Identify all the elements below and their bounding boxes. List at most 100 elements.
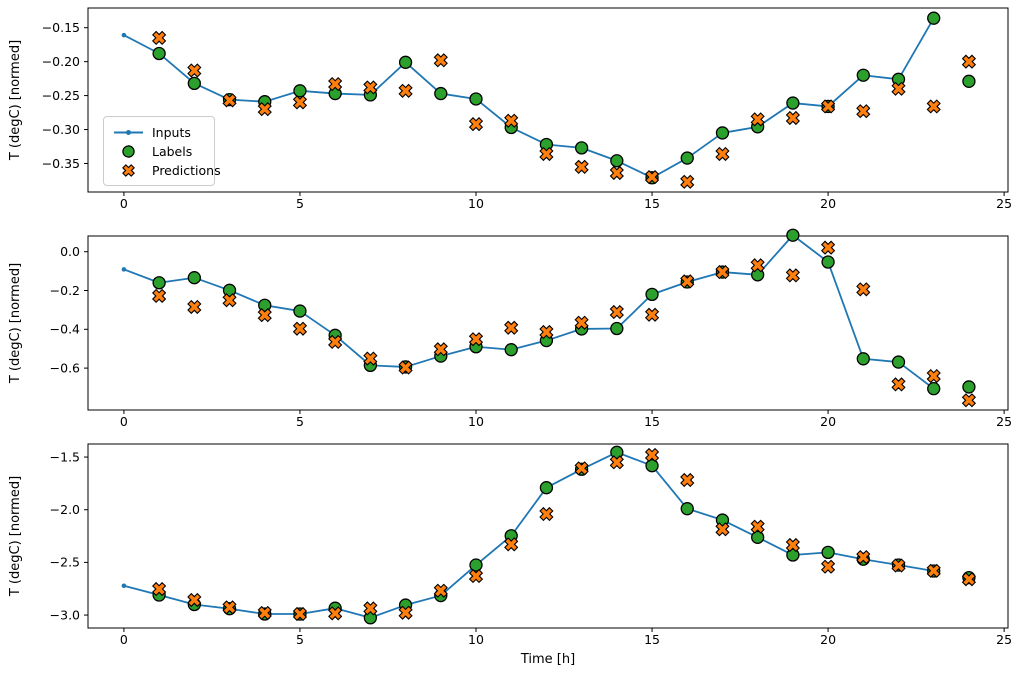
prediction-marker xyxy=(926,563,941,578)
prediction-marker xyxy=(257,102,272,117)
legend-item-inputs: Inputs xyxy=(113,124,204,140)
label-marker xyxy=(574,141,589,155)
y-tick-label: 0.0 xyxy=(60,244,80,259)
x-tick-label: 10 xyxy=(468,196,484,211)
label-marker xyxy=(680,502,694,516)
prediction-marker xyxy=(468,568,484,584)
axes-spines xyxy=(87,235,1009,411)
prediction-marker xyxy=(750,519,765,534)
prediction-marker xyxy=(504,537,519,552)
prediction-marker xyxy=(292,321,308,336)
inputs-dot-marker xyxy=(121,267,127,272)
inputs-line xyxy=(123,451,934,619)
prediction-marker xyxy=(574,159,589,174)
legend-item-predictions: Predictions xyxy=(113,162,221,178)
prediction-marker xyxy=(926,368,941,384)
prediction-marker xyxy=(398,360,413,375)
label-marker xyxy=(856,352,870,366)
inputs-dot-marker xyxy=(121,583,127,589)
label-marker xyxy=(293,304,307,318)
prediction-marker xyxy=(187,63,202,78)
prediction-marker xyxy=(820,99,836,114)
x-tick-label: 0 xyxy=(120,196,128,211)
label-marker xyxy=(152,276,166,290)
labels-circle-glyph xyxy=(113,144,144,159)
prediction-marker xyxy=(433,583,448,598)
label-marker xyxy=(821,545,835,560)
prediction-marker xyxy=(363,80,378,95)
label-marker xyxy=(645,459,659,473)
label-marker xyxy=(715,126,730,140)
prediction-marker xyxy=(363,601,378,616)
label-marker xyxy=(469,558,483,572)
label-marker xyxy=(751,530,765,544)
label-marker xyxy=(152,46,166,61)
legend: Inputs Labels Predictions xyxy=(103,116,221,186)
prediction-marker xyxy=(820,240,836,255)
y-tick-label: −1.5 xyxy=(50,449,80,464)
label-marker xyxy=(891,355,906,369)
y-tick-label: −0.30 xyxy=(42,122,80,137)
prediction-marker xyxy=(574,461,589,476)
label-marker xyxy=(610,154,624,168)
y-tick-label: −0.35 xyxy=(42,156,80,171)
legend-label-predictions: Predictions xyxy=(152,162,221,178)
subplot-1: 0 5 10 15 20 25 −0.15 −0.20 −0.25 −0.30 −0.35 T (de… xyxy=(8,7,1012,211)
prediction-marker xyxy=(609,455,624,470)
x-tick-label: 25 xyxy=(996,632,1012,647)
prediction-marker xyxy=(222,93,237,108)
x-tick-label: 15 xyxy=(644,632,660,647)
prediction-marker xyxy=(292,95,308,110)
prediction-marker xyxy=(609,304,624,320)
axes-spines xyxy=(87,7,1009,193)
prediction-marker xyxy=(785,110,800,126)
label-marker xyxy=(398,55,413,69)
label-marker xyxy=(539,481,554,495)
prediction-marker xyxy=(292,606,308,622)
prediction-marker xyxy=(222,293,237,308)
prediction-marker xyxy=(820,559,836,574)
subplot-3: 0 5 10 15 20 25 −1.5 −2.0 −2.5 −3.0 T (degC) [norm… xyxy=(8,443,1012,667)
y-tick-label: −3.0 xyxy=(50,607,80,622)
x-tick-label: 25 xyxy=(996,196,1012,211)
prediction-marker xyxy=(961,572,977,587)
prediction-marker xyxy=(257,605,272,621)
prediction-marker xyxy=(609,165,624,181)
y-axis-label: T (degC) [normed] xyxy=(8,263,23,384)
prediction-marker xyxy=(222,600,237,615)
prediction-marker xyxy=(891,377,906,392)
prediction-marker xyxy=(891,81,906,96)
legend-label-inputs: Inputs xyxy=(152,124,191,140)
prediction-marker xyxy=(644,169,660,185)
label-marker xyxy=(927,382,941,396)
prediction-marker xyxy=(257,308,272,323)
prediction-marker xyxy=(433,53,448,68)
x-tick-label: 0 xyxy=(120,414,128,429)
inputs-line xyxy=(123,17,935,179)
prediction-marker xyxy=(504,113,519,128)
prediction-marker xyxy=(363,351,378,366)
prediction-marker xyxy=(856,550,871,565)
y-tick-label: −2.5 xyxy=(50,555,80,570)
y-tick-label: −0.4 xyxy=(50,322,80,337)
legend-dot xyxy=(126,129,131,135)
prediction-marker xyxy=(504,320,519,335)
x-tick-label: 20 xyxy=(820,414,836,429)
prediction-marker xyxy=(926,99,941,114)
label-marker xyxy=(469,92,483,106)
prediction-marker xyxy=(750,258,765,273)
prediction-marker xyxy=(539,506,554,522)
prediction-marker xyxy=(328,334,343,350)
prediction-marker xyxy=(152,30,167,45)
predictions-x-glyph-svg xyxy=(122,163,135,177)
label-marker xyxy=(293,84,307,98)
y-tick-label: −2.0 xyxy=(50,502,80,517)
y-axis-label: T (degC) [normed] xyxy=(8,476,23,597)
y-tick-label: −0.2 xyxy=(50,283,80,298)
prediction-marker xyxy=(891,558,906,573)
label-marker xyxy=(962,74,976,88)
x-tick-label: 0 xyxy=(120,632,128,647)
predictions-x-glyph xyxy=(113,163,144,178)
x-tick-label: 5 xyxy=(296,196,304,211)
